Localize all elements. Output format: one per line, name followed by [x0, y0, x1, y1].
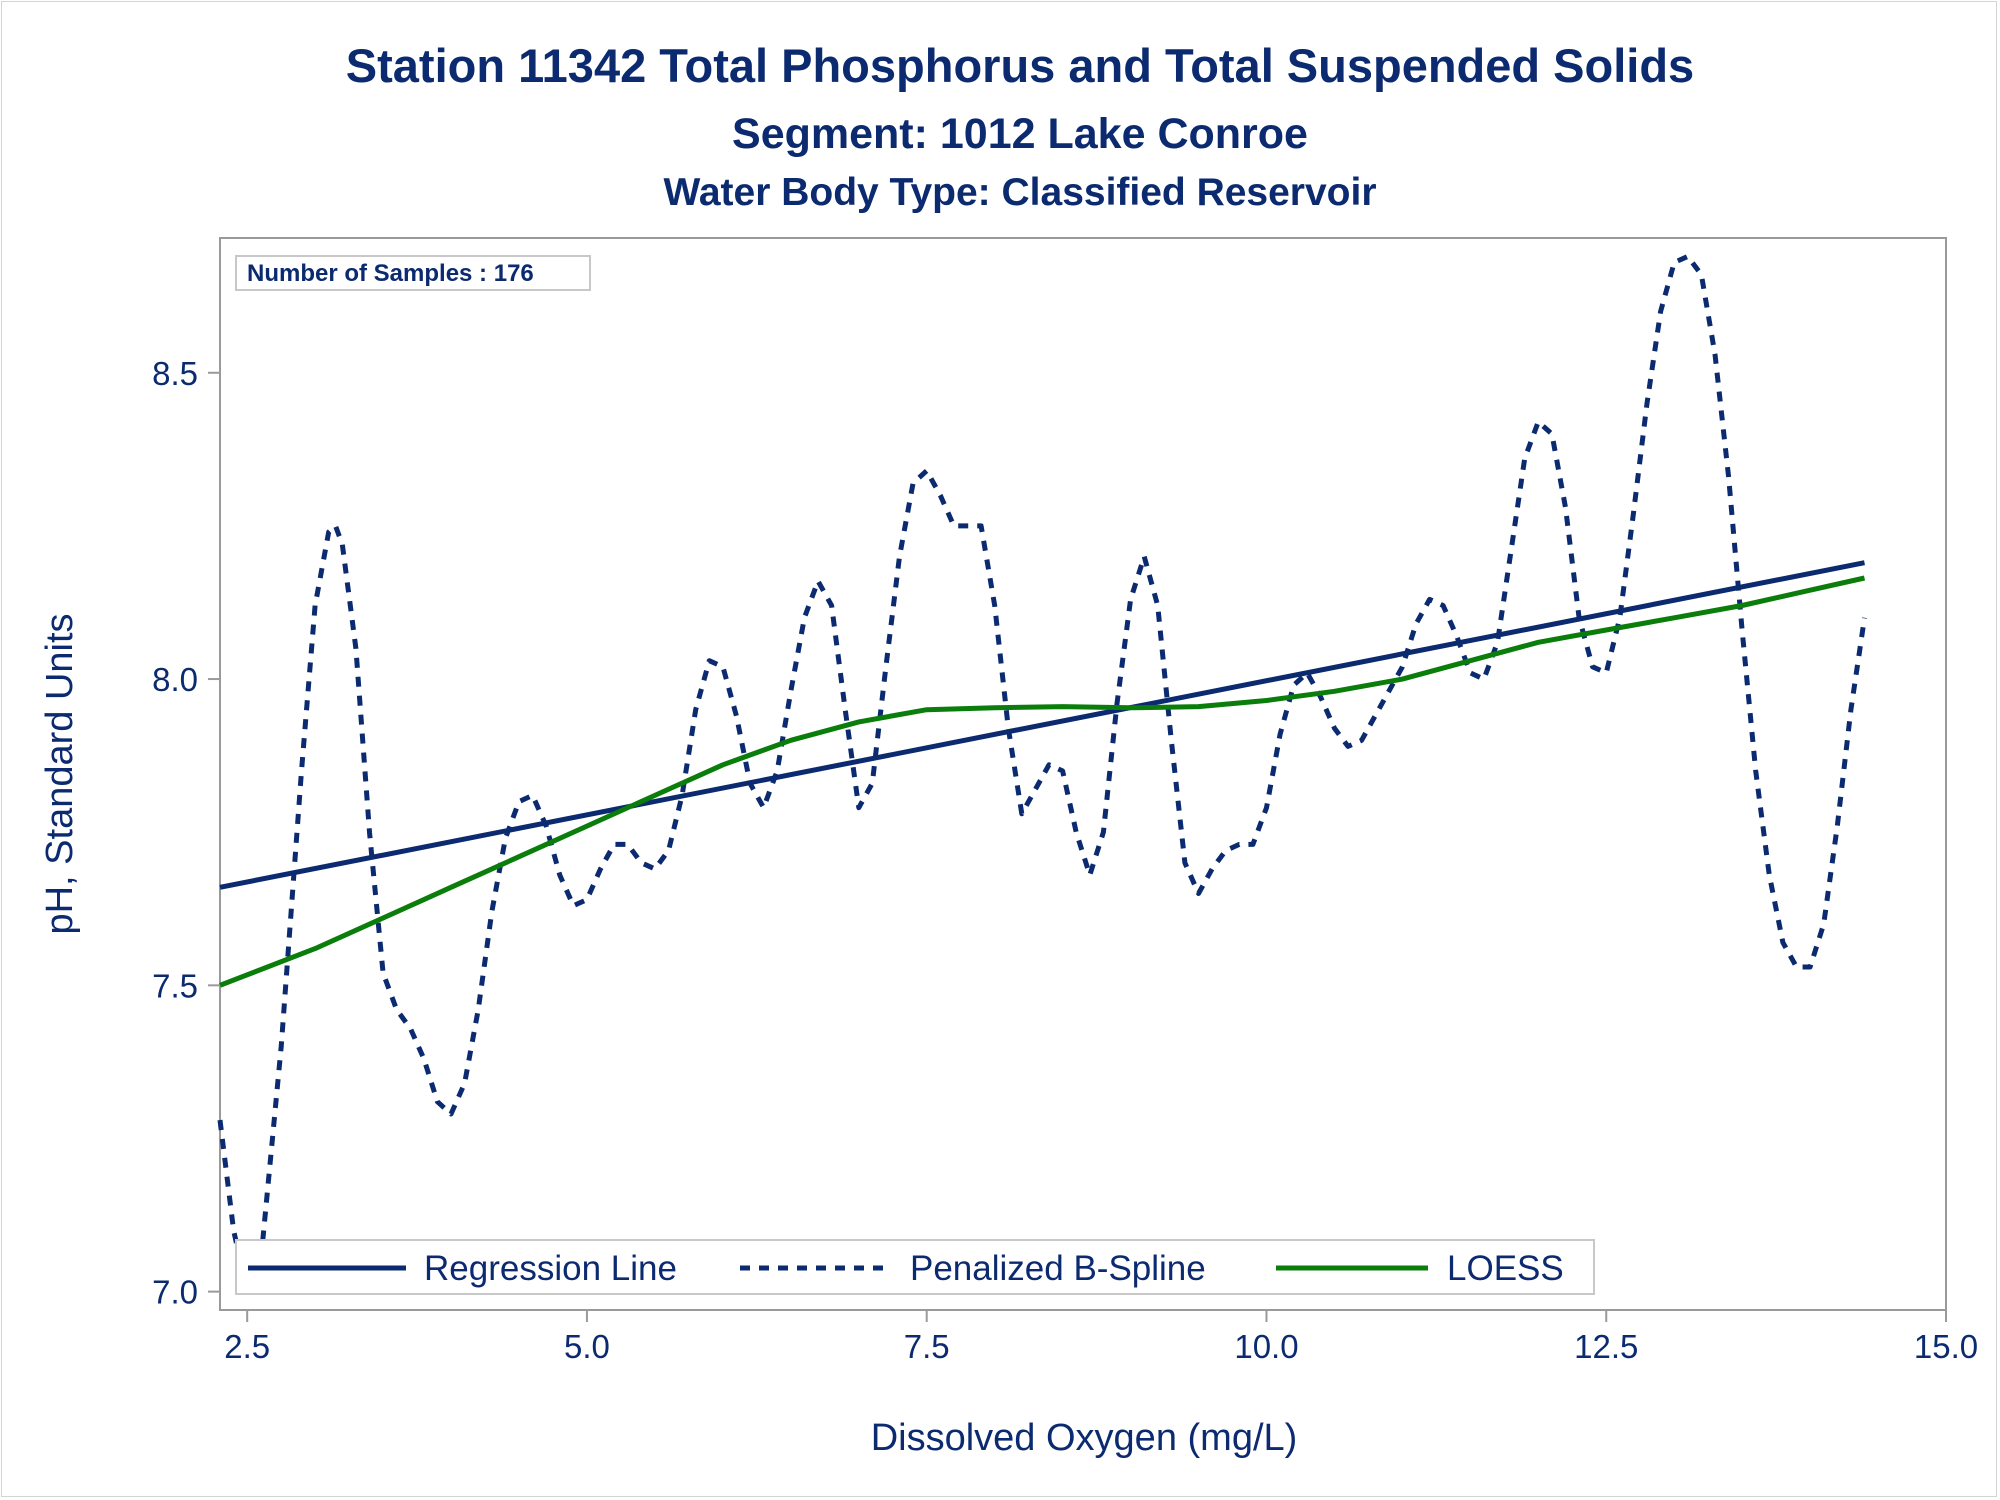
spline-line [217, 253, 1867, 1295]
y-tick-label: 7.0 [152, 1274, 198, 1311]
legend-label: Regression Line [424, 1249, 677, 1288]
legend-label: LOESS [1447, 1249, 1564, 1288]
x-tick-label: 10.0 [1234, 1328, 1298, 1365]
y-axis: 7.0 7.5 8.0 8.5 [152, 355, 220, 1311]
series-group [217, 253, 1867, 1295]
plot-area-border [219, 237, 1947, 1311]
legend-label: Penalized B-Spline [910, 1249, 1206, 1288]
chart-subtitle: Segment: 1012 Lake Conroe [732, 110, 1308, 158]
x-tick-label: 2.5 [224, 1328, 270, 1365]
loess-line [219, 575, 1866, 988]
sample-count-box [235, 255, 591, 291]
x-tick-label: 15.0 [1914, 1328, 1978, 1365]
y-axis-label: pH, Standard Units [39, 613, 81, 934]
x-tick-label: 7.5 [904, 1328, 950, 1365]
chart-title: Station 11342 Total Phosphorus and Total… [346, 39, 1694, 92]
x-tick-label: 5.0 [564, 1328, 610, 1365]
y-tick-label: 8.0 [152, 661, 198, 698]
x-axis-label: Dissolved Oxygen (mg/L) [871, 1417, 1298, 1459]
legend: Regression Line Penalized B-Spline LOESS [235, 1239, 1595, 1295]
regression-line [219, 560, 1865, 890]
y-tick-label: 7.5 [152, 967, 198, 1004]
x-axis: 2.5 5.0 7.5 10.0 12.5 15.0 [224, 1310, 1978, 1365]
chart-subtitle-2: Water Body Type: Classified Reservoir [663, 171, 1376, 214]
x-tick-label: 12.5 [1574, 1328, 1638, 1365]
y-tick-label: 8.5 [152, 355, 198, 392]
sample-count-label: Number of Samples : 176 [247, 260, 534, 287]
